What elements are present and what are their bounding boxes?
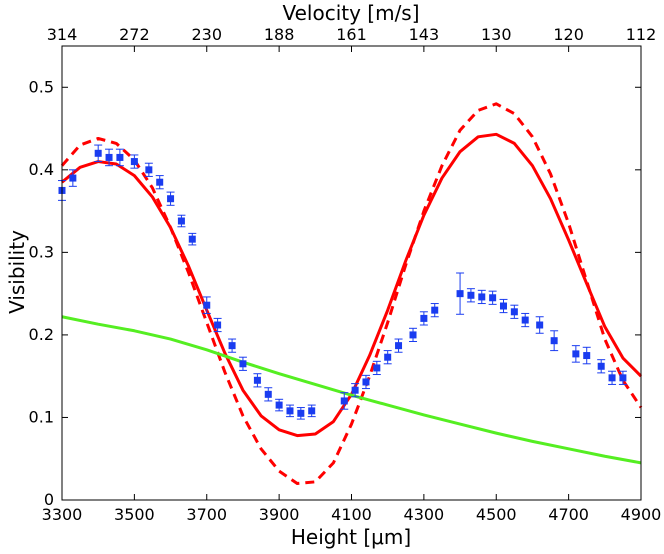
y-axis-label: Visibility bbox=[5, 230, 29, 314]
data-point bbox=[420, 314, 428, 322]
x-tick-label: 3500 bbox=[114, 505, 155, 524]
data-point bbox=[214, 321, 222, 329]
top-tick-label: 120 bbox=[553, 25, 584, 44]
data-point bbox=[145, 166, 153, 174]
x-axis-label: Height [μm] bbox=[291, 525, 411, 549]
data-point bbox=[510, 308, 518, 316]
x-tick-label: 3700 bbox=[186, 505, 227, 524]
x-tick-label: 3900 bbox=[259, 505, 300, 524]
x-tick-label: 4700 bbox=[548, 505, 589, 524]
data-point bbox=[275, 401, 283, 409]
data-point bbox=[583, 352, 591, 360]
data-point bbox=[286, 407, 294, 415]
data-point bbox=[467, 291, 475, 299]
data-point bbox=[203, 301, 211, 309]
data-point bbox=[116, 153, 124, 161]
data-point bbox=[228, 342, 236, 350]
x-tick-label: 4100 bbox=[331, 505, 372, 524]
plot-area bbox=[62, 46, 641, 500]
top-tick-label: 188 bbox=[264, 25, 295, 44]
data-point bbox=[384, 353, 392, 361]
series-line-green-curve bbox=[61, 315, 642, 465]
data-point bbox=[572, 350, 580, 358]
y-tick-label: 0.2 bbox=[29, 325, 54, 344]
data-point bbox=[478, 293, 486, 301]
data-point bbox=[456, 290, 464, 298]
data-point bbox=[253, 376, 261, 384]
data-point bbox=[597, 362, 605, 370]
data-point bbox=[499, 302, 507, 310]
data-point bbox=[297, 409, 305, 417]
data-point bbox=[521, 316, 529, 324]
data-point bbox=[362, 378, 370, 386]
data-point bbox=[373, 364, 381, 372]
data-point bbox=[431, 306, 439, 314]
axes-layer: 3300 3500 3700 3900 4100 4300 4500 4700 4900 314 2… bbox=[29, 25, 662, 524]
data-points-layer bbox=[58, 144, 627, 420]
y-tick-label: 0.4 bbox=[29, 160, 54, 179]
top-tick-label: 130 bbox=[481, 25, 512, 44]
y-tick-label: 0 bbox=[44, 490, 54, 509]
data-point bbox=[550, 337, 558, 345]
top-tick-label: 112 bbox=[626, 25, 657, 44]
series-layer bbox=[60, 102, 643, 485]
x-tick-label: 3300 bbox=[42, 505, 83, 524]
data-point bbox=[69, 174, 77, 182]
series-line-model-dashed bbox=[60, 102, 643, 485]
data-point bbox=[105, 153, 113, 161]
y-tick-label: 0.5 bbox=[29, 77, 54, 96]
data-point bbox=[94, 149, 102, 157]
top-tick-label: 161 bbox=[336, 25, 367, 44]
data-point bbox=[177, 217, 185, 225]
data-point bbox=[340, 397, 348, 405]
data-point bbox=[395, 342, 403, 350]
data-point bbox=[239, 360, 247, 368]
data-point bbox=[409, 331, 417, 339]
x-tick-label: 4300 bbox=[404, 505, 445, 524]
data-point bbox=[608, 374, 616, 382]
data-point bbox=[619, 374, 627, 382]
top-tick-label: 272 bbox=[119, 25, 150, 44]
y-tick-label: 0.3 bbox=[29, 242, 54, 261]
top-axis-label: Velocity [m/s] bbox=[282, 1, 419, 25]
x-tick-label: 4500 bbox=[476, 505, 517, 524]
data-point bbox=[489, 294, 497, 302]
data-point bbox=[167, 195, 175, 203]
top-tick-label: 143 bbox=[409, 25, 440, 44]
data-point bbox=[130, 158, 138, 166]
data-point bbox=[264, 390, 272, 398]
x-tick-label: 4900 bbox=[621, 505, 662, 524]
data-point bbox=[308, 407, 316, 415]
top-tick-label: 230 bbox=[191, 25, 222, 44]
plot-background bbox=[62, 46, 641, 500]
y-tick-label: 0.1 bbox=[29, 407, 54, 426]
data-point bbox=[156, 178, 164, 186]
data-point bbox=[536, 321, 544, 329]
data-point bbox=[188, 235, 196, 243]
data-point bbox=[351, 386, 359, 394]
top-tick-label: 314 bbox=[47, 25, 78, 44]
